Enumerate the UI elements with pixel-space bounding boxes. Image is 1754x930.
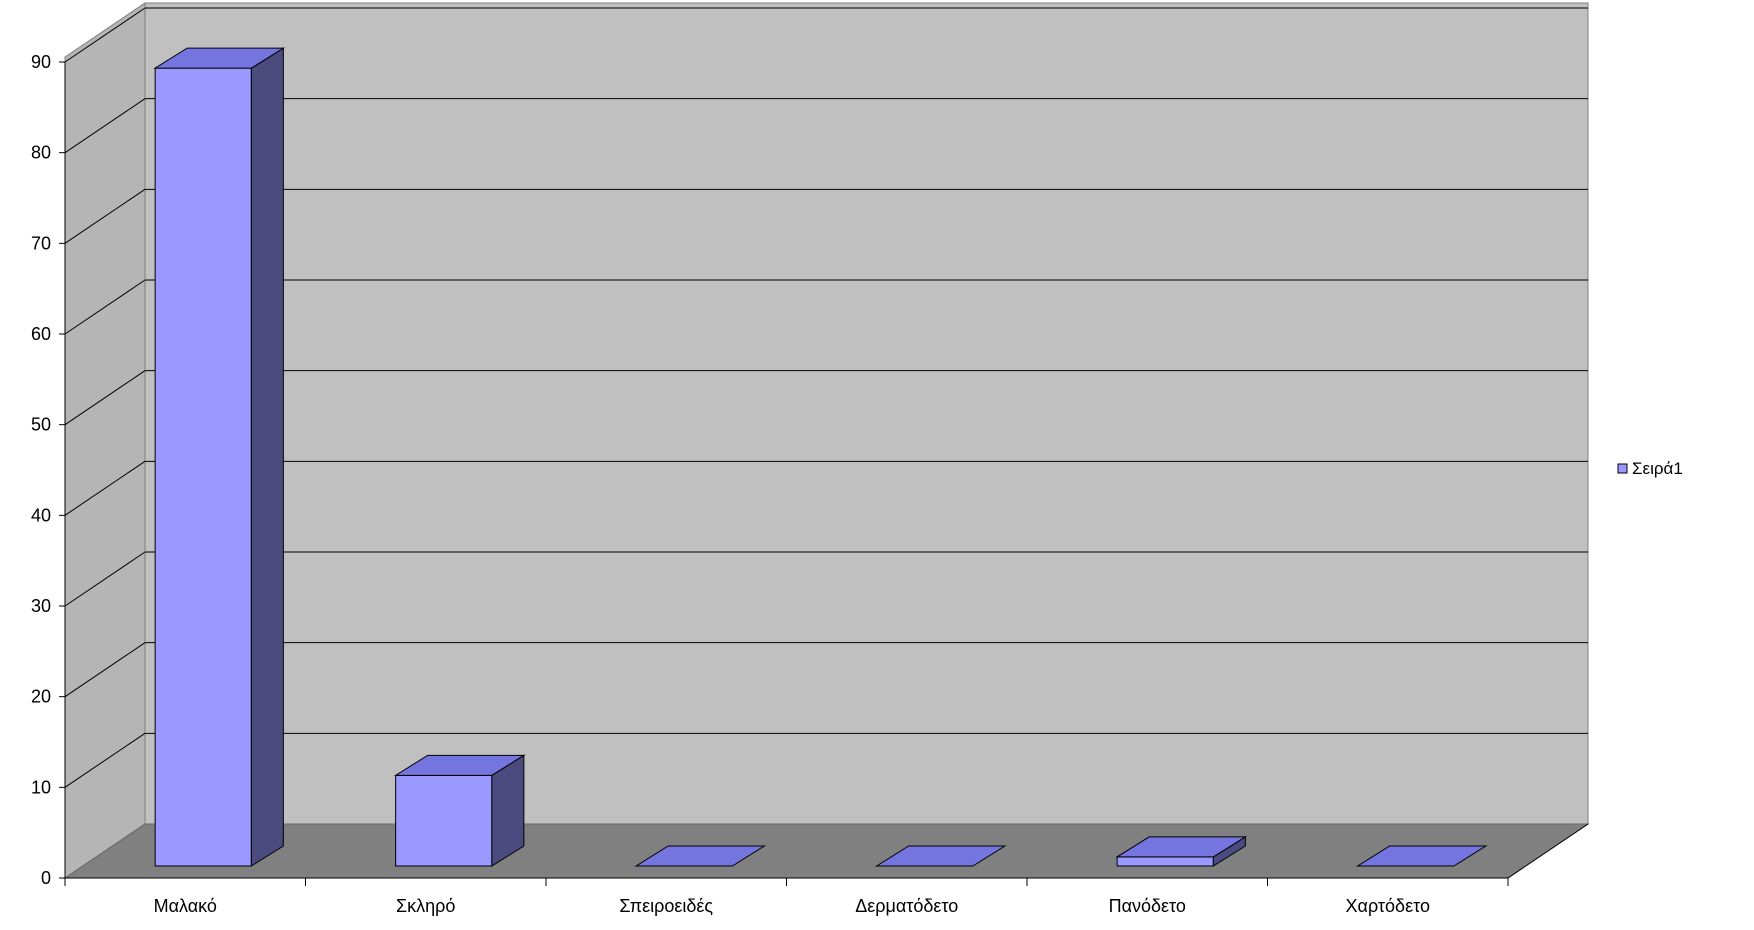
gridline-side	[64, 188, 146, 244]
y-tick-label: 50	[31, 415, 51, 435]
y-tick-label: 70	[31, 233, 51, 253]
bar-top	[634, 845, 767, 867]
gridlines	[64, 7, 1588, 788]
gridline-side	[64, 370, 146, 426]
axes: 0 10 20 30 40 50 60 70 80 90 Μαλακό Σκληρό Σπειροειδ…	[31, 52, 1589, 916]
bar-top	[153, 47, 286, 69]
legend-label: Σειρά1	[1632, 459, 1683, 478]
floor-edge	[1507, 823, 1589, 879]
floor	[63, 823, 1590, 879]
side-wall	[64, 2, 146, 879]
bar	[1355, 845, 1488, 867]
back-wall	[144, 2, 1589, 825]
x-tick-label: Δερματόδετο	[855, 896, 958, 916]
gridline-side	[64, 551, 146, 607]
gridline-side	[64, 279, 146, 335]
x-tick-label: Μαλακό	[154, 896, 217, 916]
y-tick-label: 20	[31, 687, 51, 707]
bars	[153, 47, 1488, 867]
bar-front	[395, 774, 493, 867]
bar-top	[874, 845, 1007, 867]
x-tick-label: Σπειροειδές	[619, 896, 713, 916]
gridline-side	[64, 642, 146, 698]
bar-front	[154, 67, 252, 867]
legend: Σειρά1	[1617, 459, 1683, 478]
bar	[393, 754, 526, 867]
bar-top	[1355, 845, 1488, 867]
y-tick-label: 90	[31, 52, 51, 72]
bar	[874, 845, 1007, 867]
y-tick-label: 60	[31, 324, 51, 344]
y-tick-label: 10	[31, 777, 51, 797]
bar	[634, 845, 767, 867]
gridline-side	[64, 7, 146, 63]
bar-side	[250, 47, 284, 867]
x-tick-label: Σκληρό	[396, 896, 455, 916]
bar	[153, 47, 286, 867]
legend-swatch	[1617, 463, 1628, 474]
y-tick-label: 40	[31, 505, 51, 525]
y-tick-label: 30	[31, 596, 51, 616]
x-tick-label: Χαρτόδετο	[1346, 896, 1430, 916]
bar-front	[1116, 856, 1214, 867]
gridline-side	[64, 460, 146, 516]
bar-top	[393, 754, 526, 776]
x-tick-label: Πανόδετο	[1109, 896, 1186, 916]
bar-top	[1115, 836, 1248, 858]
gridline-side	[64, 98, 146, 154]
bar	[1115, 836, 1248, 867]
y-tick-label: 0	[41, 868, 51, 888]
gridline-side	[64, 732, 146, 788]
y-tick-label: 80	[31, 143, 51, 163]
chart-walls	[63, 2, 1590, 879]
